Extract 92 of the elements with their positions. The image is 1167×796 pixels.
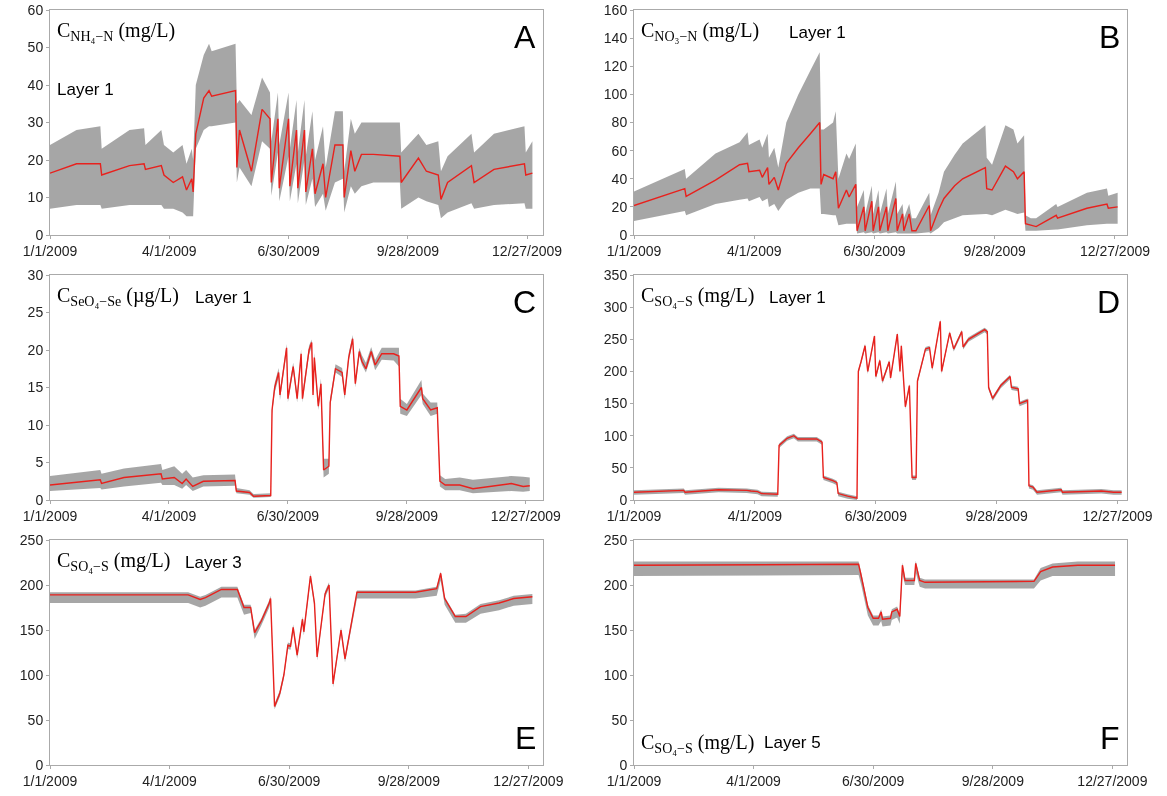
y-tick-label: 150 xyxy=(19,621,44,638)
y-tick-label: 120 xyxy=(603,58,628,75)
y-tick-label: 150 xyxy=(603,621,628,638)
y-tick-label: 40 xyxy=(611,170,628,187)
text: Layer 1 xyxy=(57,80,114,99)
x-tick-label: 9/28/2009 xyxy=(965,507,1029,524)
x-tick-label: 9/28/2009 xyxy=(963,242,1027,259)
x-tick-label: 9/28/2009 xyxy=(377,772,441,789)
y-tick-label: 0 xyxy=(619,756,628,773)
y-tick-label: 5 xyxy=(35,454,44,471)
y-tick-label: 50 xyxy=(27,39,44,56)
text: C$_{SO₄−S}$ (mg/L) xyxy=(641,731,755,757)
y-tick-label: 25 xyxy=(27,304,44,321)
x-tick-label: 12/27/2009 xyxy=(1079,242,1151,259)
y-tick-label: 15 xyxy=(27,379,44,396)
x-tick-label: 6/30/2009 xyxy=(844,507,908,524)
y-tick-label: 40 xyxy=(27,76,44,93)
y-tick-label: 0 xyxy=(619,491,628,508)
x-tick-label: 1/1/2009 xyxy=(606,242,662,259)
y-tick-label: 100 xyxy=(603,86,628,103)
x-tick-label: 6/30/2009 xyxy=(842,772,905,789)
y-tick-label: 250 xyxy=(603,331,628,348)
y-tick-label: 300 xyxy=(603,299,628,316)
y-tick-label: 140 xyxy=(603,30,628,47)
y-tick-label: 200 xyxy=(603,576,628,593)
x-tick-label: 4/1/2009 xyxy=(141,507,197,524)
x-tick-label: 9/28/2009 xyxy=(375,507,439,524)
text: C$_{SO₄−S}$ (mg/L) xyxy=(57,549,171,575)
text: Layer 3 xyxy=(185,553,242,572)
text: Layer 1 xyxy=(789,23,846,42)
annotation: D xyxy=(1097,284,1121,320)
y-tick-label: 10 xyxy=(27,189,44,206)
annotation: B xyxy=(1099,19,1121,55)
y-tick-label: 60 xyxy=(27,1,44,18)
text: C$_{NO₃−N}$ (mg/L) xyxy=(641,19,760,45)
annotation: A xyxy=(514,19,536,55)
x-tick-label: 6/30/2009 xyxy=(843,242,906,259)
x-tick-label: 1/1/2009 xyxy=(22,772,78,789)
text: Layer 5 xyxy=(764,733,821,752)
x-tick-label: 6/30/2009 xyxy=(256,507,320,524)
y-tick-label: 250 xyxy=(603,531,628,548)
y-tick-label: 20 xyxy=(611,198,628,215)
x-tick-label: 4/1/2009 xyxy=(142,242,197,259)
y-tick-label: 80 xyxy=(611,114,628,131)
x-tick-label: 12/27/2009 xyxy=(493,772,564,789)
x-tick-label: 1/1/2009 xyxy=(22,507,78,524)
line-series xyxy=(634,121,1119,232)
x-tick-label: 4/1/2009 xyxy=(726,772,782,789)
y-tick-label: 50 xyxy=(611,459,628,476)
y-tick-label: 20 xyxy=(27,341,44,358)
y-tick-label: 50 xyxy=(27,711,44,728)
x-tick-label: 6/30/2009 xyxy=(258,772,321,789)
x-tick-label: 12/27/2009 xyxy=(490,507,562,524)
y-tick-label: 160 xyxy=(603,1,628,18)
text: Layer 1 xyxy=(195,288,252,307)
y-tick-label: 0 xyxy=(35,226,44,243)
y-tick-label: 30 xyxy=(27,114,44,131)
y-tick-label: 0 xyxy=(35,491,44,508)
y-tick-label: 100 xyxy=(603,666,628,683)
y-tick-label: 250 xyxy=(19,531,44,548)
x-tick-label: 12/27/2009 xyxy=(1082,507,1153,524)
y-tick-label: 20 xyxy=(27,151,44,168)
y-tick-label: 0 xyxy=(619,226,628,243)
y-tick-label: 10 xyxy=(27,416,44,433)
y-tick-label: 0 xyxy=(35,756,44,773)
y-tick-label: 350 xyxy=(603,266,628,283)
x-tick-label: 12/27/2009 xyxy=(492,242,563,259)
annotation: E xyxy=(515,720,537,756)
y-tick-label: 150 xyxy=(603,395,628,412)
x-tick-label: 1/1/2009 xyxy=(22,242,78,259)
x-tick-label: 4/1/2009 xyxy=(727,507,783,524)
x-tick-label: 9/28/2009 xyxy=(961,772,1025,789)
x-tick-label: 6/30/2009 xyxy=(257,242,320,259)
y-tick-label: 100 xyxy=(603,427,628,444)
x-tick-label: 9/28/2009 xyxy=(376,242,440,259)
text: C$_{SO₄−S}$ (mg/L) xyxy=(641,284,755,310)
x-tick-label: 4/1/2009 xyxy=(142,772,198,789)
y-tick-label: 50 xyxy=(611,711,628,728)
y-tick-label: 100 xyxy=(19,666,44,683)
y-tick-label: 200 xyxy=(603,363,628,380)
x-tick-label: 1/1/2009 xyxy=(606,507,662,524)
text: C$_{SeO₄−Se}$ (µg/L) xyxy=(57,284,179,310)
y-tick-label: 30 xyxy=(27,266,44,283)
annotation: C xyxy=(513,284,537,320)
text: C$_{NH₄−N}$ (mg/L) xyxy=(57,19,176,45)
x-tick-label: 12/27/2009 xyxy=(1077,772,1148,789)
x-tick-label: 4/1/2009 xyxy=(726,242,782,259)
y-tick-label: 200 xyxy=(19,576,44,593)
y-tick-label: 60 xyxy=(611,142,628,159)
text: Layer 1 xyxy=(769,288,826,307)
x-tick-label: 1/1/2009 xyxy=(606,772,662,789)
annotation: F xyxy=(1100,720,1120,756)
